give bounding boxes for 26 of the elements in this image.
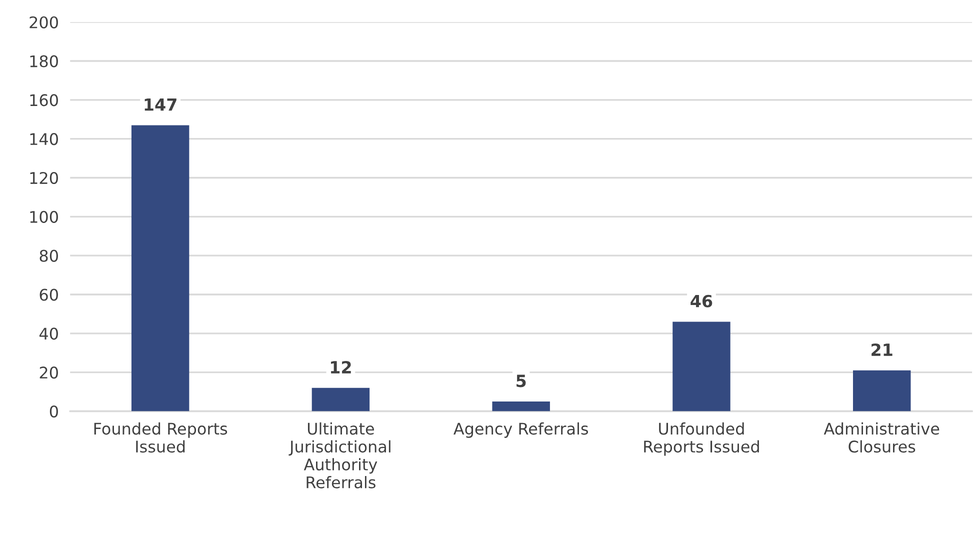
y-tick-label: 200 [30, 16, 58, 28]
y-tick-label: 60 [40, 288, 58, 301]
data-label: 12 [330, 360, 351, 374]
x-tick-label: Ultimate Jurisdictional Authority Referrals [288, 422, 390, 488]
x-tick-label: Founded Reports Issued [94, 422, 228, 453]
y-tick-label: 140 [30, 133, 58, 146]
bar [312, 388, 370, 412]
data-label: 21 [872, 343, 892, 356]
y-tick-label: 40 [39, 328, 58, 340]
y-tick-label: 100 [30, 210, 58, 223]
x-tick-label: Agency Referrals [454, 422, 588, 438]
y-tick-label: 80 [40, 250, 58, 262]
bar [131, 125, 190, 412]
data-label: 5 [516, 374, 526, 388]
data-label: 147 [144, 98, 176, 111]
bar [853, 370, 911, 412]
y-tick-label: 0 [50, 405, 58, 418]
x-tick-label: Administrative Closures [824, 422, 940, 453]
y-tick-label: 180 [30, 55, 58, 68]
data-label: 46 [690, 294, 712, 308]
bar [492, 402, 550, 412]
y-tick-label: 160 [30, 94, 58, 106]
y-tick-label: 120 [30, 172, 58, 184]
bar [672, 322, 730, 412]
y-tick-label: 20 [40, 366, 58, 379]
x-tick-label: Unfounded Reports Issued [644, 422, 759, 456]
